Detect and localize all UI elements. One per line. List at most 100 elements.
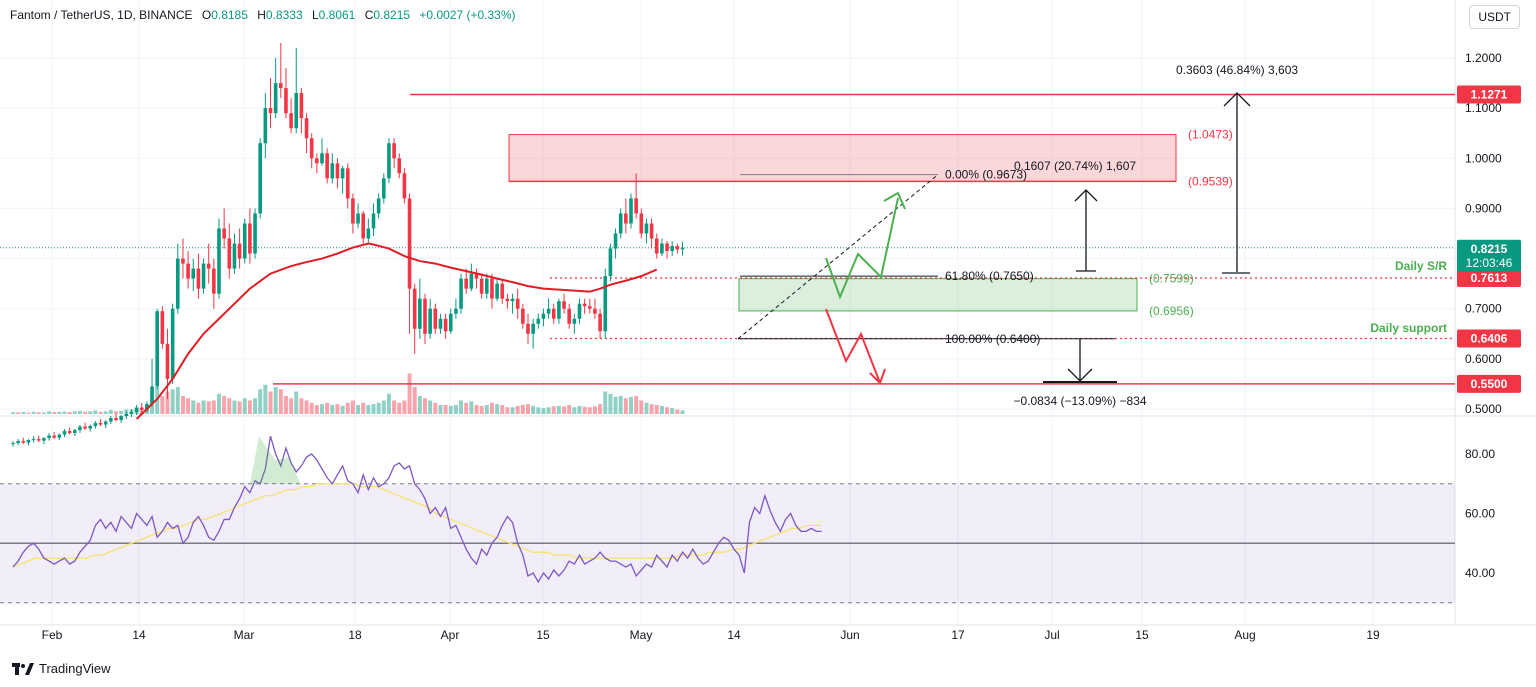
level-tag-bg bbox=[1457, 374, 1521, 393]
volume-bar bbox=[52, 412, 57, 414]
candle-body bbox=[675, 246, 680, 250]
candle-body bbox=[217, 228, 221, 294]
candle-body bbox=[273, 83, 278, 114]
volume-bar bbox=[665, 407, 670, 414]
candle-body bbox=[577, 303, 582, 319]
volume-bar bbox=[531, 405, 536, 414]
volume-bar bbox=[320, 404, 324, 414]
volume-bar bbox=[489, 402, 494, 414]
candle-body bbox=[325, 153, 329, 179]
candle-body bbox=[624, 213, 628, 224]
volume-bar bbox=[417, 396, 422, 414]
candle-body bbox=[593, 308, 597, 314]
volume-bar bbox=[459, 400, 464, 414]
volume-bar bbox=[11, 412, 15, 414]
price-axis-tick: 0.5000 bbox=[1465, 402, 1502, 416]
volume-bar bbox=[623, 398, 628, 414]
candle-body bbox=[464, 278, 468, 289]
volume-bar bbox=[356, 405, 361, 414]
candle-body bbox=[423, 298, 427, 334]
rsi-overbought-fill bbox=[250, 436, 300, 484]
candle-body bbox=[572, 318, 577, 324]
volume-bar bbox=[340, 405, 345, 414]
candle-body bbox=[232, 243, 237, 269]
volume-bar bbox=[309, 402, 314, 414]
volume-bar bbox=[350, 400, 355, 414]
candle-body bbox=[227, 238, 232, 269]
candle-body bbox=[294, 93, 299, 129]
candle-body bbox=[371, 213, 376, 229]
time-axis-tick: 15 bbox=[536, 628, 550, 642]
volume-bar bbox=[180, 396, 185, 414]
candle-body bbox=[139, 407, 144, 411]
volume-bar bbox=[108, 409, 113, 414]
green-path-arrow bbox=[825, 197, 899, 300]
drawings: 0.00% (0.9673) 61.80% (0.7650) 100.00% (0.… bbox=[737, 63, 1447, 408]
volume-bar bbox=[608, 393, 613, 414]
volume-bar bbox=[680, 410, 685, 414]
volume-bar bbox=[649, 404, 654, 414]
daily-support-label: Daily support bbox=[1370, 321, 1447, 335]
time-axis-tick: Mar bbox=[234, 628, 255, 642]
volume-bar bbox=[103, 411, 108, 414]
ohlc-change: +0.0027 (+0.33%) bbox=[419, 8, 516, 22]
time-axis-tick: 14 bbox=[727, 628, 741, 642]
fib-label-618: 61.80% (0.7650) bbox=[945, 269, 1034, 283]
candle-body bbox=[459, 278, 463, 309]
candle-body bbox=[665, 243, 669, 252]
candle-body bbox=[11, 443, 15, 445]
candle-body bbox=[376, 198, 381, 214]
measure-up-large-label: 0.3603 (46.84%) 3,603 bbox=[1176, 63, 1298, 77]
volume-bar bbox=[273, 387, 278, 414]
time-axis-tick: 17 bbox=[951, 628, 965, 642]
volume-bar bbox=[196, 402, 201, 414]
candle-body bbox=[83, 426, 87, 429]
candle-body bbox=[36, 439, 41, 441]
candle-body bbox=[397, 158, 402, 174]
volume-bar bbox=[572, 407, 577, 414]
volume-bar bbox=[175, 387, 180, 414]
supply-zone-top-label: (1.0473) bbox=[1188, 128, 1233, 142]
time-axis-tick: Jul bbox=[1044, 628, 1059, 642]
volume-bar bbox=[577, 405, 582, 414]
candle-body bbox=[26, 440, 31, 443]
candle-body bbox=[433, 308, 438, 329]
ma50-line bbox=[135, 242, 658, 420]
green-arrow-head bbox=[883, 191, 906, 210]
candle-body bbox=[206, 263, 211, 269]
volume-bar bbox=[294, 391, 299, 414]
price-axis-tick: 1.1000 bbox=[1465, 101, 1502, 115]
volume-bar bbox=[31, 411, 36, 414]
volume-bar bbox=[268, 391, 273, 414]
demand-zone-top-label: (0.7599) bbox=[1149, 272, 1194, 286]
candles bbox=[11, 42, 685, 447]
volume-bar bbox=[526, 404, 530, 414]
candle-body bbox=[165, 343, 170, 379]
measure-up-small-label: 0.1607 (20.74%) 1,607 bbox=[1014, 159, 1136, 173]
volume-bar bbox=[551, 406, 556, 414]
volume-bar bbox=[47, 411, 52, 414]
candle-body bbox=[541, 313, 546, 319]
ohlc-high: H0.8333 bbox=[257, 8, 303, 22]
currency-button[interactable]: USDT bbox=[1469, 5, 1520, 29]
tradingview-logo[interactable]: TradingView bbox=[12, 661, 111, 676]
candle-body bbox=[510, 298, 515, 302]
candle-body bbox=[176, 258, 180, 309]
rsi-axis-tick: 60.00 bbox=[1465, 507, 1495, 521]
volume-bar bbox=[26, 412, 31, 414]
candle-body bbox=[443, 318, 448, 332]
volume-bar bbox=[592, 406, 597, 414]
candle-body bbox=[78, 426, 82, 431]
candle-body bbox=[649, 223, 654, 239]
candle-body bbox=[551, 308, 556, 319]
candle-body bbox=[73, 430, 77, 434]
candle-body bbox=[222, 228, 226, 239]
volume-bar bbox=[62, 411, 67, 414]
volume-bar bbox=[654, 405, 659, 414]
fib-label-100: 100.00% (0.6400) bbox=[945, 332, 1040, 346]
candle-body bbox=[438, 318, 443, 329]
volume-bar bbox=[474, 405, 479, 414]
red-arrow-head bbox=[869, 368, 886, 385]
volume-bar bbox=[191, 400, 196, 414]
